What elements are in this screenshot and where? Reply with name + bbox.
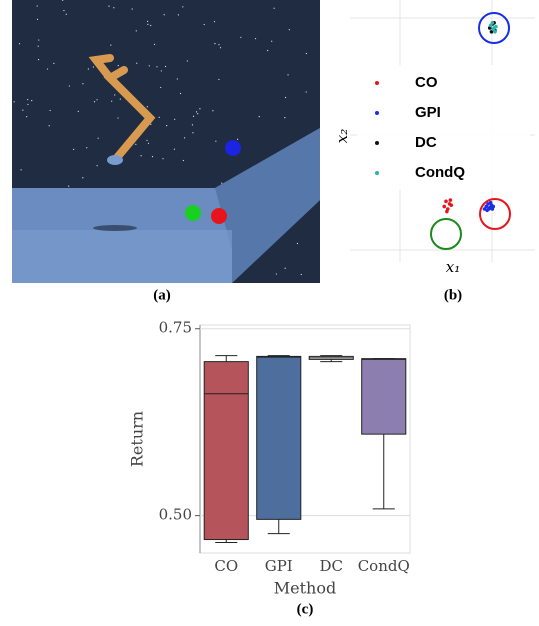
legend-marker — [375, 81, 379, 85]
point — [493, 30, 497, 34]
legend-label: CO — [415, 74, 438, 91]
point — [445, 210, 449, 214]
figure: (a) CO GPI DC CondQ x₁ x₂ (b) 0.50 0.75 CO GPI DC Co… — [0, 0, 539, 626]
x-tick-label: CondQ — [358, 557, 410, 575]
x-tick-label: CO — [214, 557, 238, 575]
x-tick-label: DC — [319, 557, 343, 575]
caption: (c) — [297, 601, 314, 617]
x-axis-label: x₁ — [446, 258, 460, 276]
point — [449, 203, 453, 207]
box — [362, 359, 406, 435]
legend-label: GPI — [415, 104, 441, 121]
point — [442, 205, 446, 209]
y-tick-label: 0.75 — [159, 319, 192, 337]
point — [491, 207, 495, 211]
legend-label: DC — [415, 134, 437, 151]
legend-marker — [375, 111, 379, 115]
y-axis-label: Return — [128, 411, 147, 467]
point — [444, 200, 448, 204]
legend-marker — [375, 171, 379, 175]
box — [257, 356, 301, 519]
y-tick-label: 0.50 — [159, 506, 192, 524]
caption: (b) — [444, 287, 462, 303]
caption: (a) — [153, 287, 171, 303]
point — [487, 207, 491, 211]
legend-label: CondQ — [415, 164, 465, 181]
x-axis-label: Method — [274, 579, 336, 598]
box — [204, 362, 248, 540]
point — [492, 26, 496, 30]
render-image — [12, 0, 320, 283]
y-axis-label: x₂ — [333, 129, 351, 143]
point — [449, 198, 453, 202]
legend-marker — [375, 141, 379, 145]
x-tick-label: GPI — [265, 557, 293, 575]
point — [491, 21, 495, 25]
scatter-frame — [350, 0, 535, 262]
point — [489, 201, 493, 205]
